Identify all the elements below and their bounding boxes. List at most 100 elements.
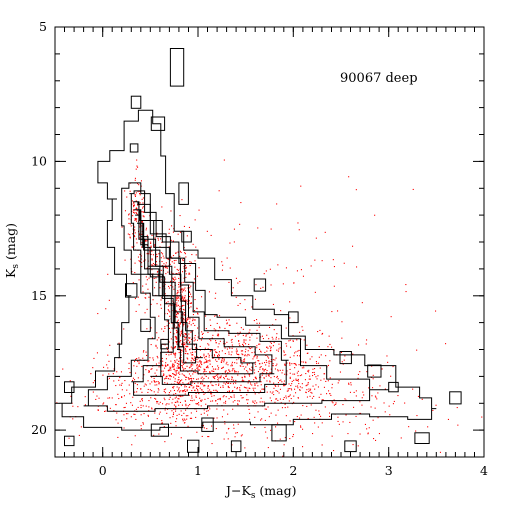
- star-point: [263, 388, 265, 390]
- star-point: [179, 381, 181, 383]
- star-point: [172, 363, 174, 365]
- star-point: [225, 375, 227, 377]
- star-point: [117, 436, 119, 438]
- star-point: [259, 366, 261, 368]
- star-point: [190, 352, 192, 354]
- star-point: [141, 391, 143, 393]
- star-point: [278, 348, 280, 350]
- star-point: [150, 303, 152, 305]
- star-point: [92, 367, 94, 369]
- star-point: [163, 373, 165, 375]
- star-point: [185, 361, 187, 363]
- star-point: [288, 388, 290, 390]
- star-point: [188, 226, 190, 228]
- star-point: [156, 256, 158, 258]
- star-point: [184, 295, 186, 297]
- star-point: [302, 275, 304, 277]
- star-point: [297, 397, 299, 399]
- star-point: [179, 401, 181, 403]
- star-point: [371, 395, 373, 397]
- star-point: [258, 343, 260, 345]
- star-point: [172, 278, 174, 280]
- star-point: [221, 359, 223, 361]
- star-point: [90, 373, 92, 375]
- star-point: [252, 387, 254, 389]
- star-point: [154, 237, 156, 239]
- star-point: [253, 389, 255, 391]
- star-point: [270, 368, 272, 370]
- star-point: [302, 446, 304, 448]
- star-point: [355, 390, 357, 392]
- star-point: [266, 370, 268, 372]
- star-point: [197, 336, 199, 338]
- star-point: [172, 272, 174, 274]
- star-point: [386, 355, 388, 357]
- star-point: [168, 392, 170, 394]
- star-point: [283, 350, 285, 352]
- star-point: [207, 367, 209, 369]
- star-point: [138, 357, 140, 359]
- star-point: [222, 386, 224, 388]
- star-point: [170, 390, 172, 392]
- star-point: [197, 327, 199, 329]
- star-point: [165, 273, 167, 275]
- star-point: [136, 220, 138, 222]
- star-point: [78, 434, 80, 436]
- star-point: [207, 343, 209, 345]
- star-point: [209, 389, 211, 391]
- star-point: [174, 325, 176, 327]
- star-point: [129, 223, 131, 225]
- star-point: [147, 391, 149, 393]
- star-point: [301, 383, 303, 385]
- star-point: [182, 295, 184, 297]
- star-point: [303, 339, 305, 341]
- star-point: [150, 327, 152, 329]
- star-point: [115, 419, 117, 421]
- star-point: [229, 267, 231, 269]
- star-point: [177, 251, 179, 253]
- star-point: [392, 403, 394, 405]
- star-point: [294, 363, 296, 365]
- star-point: [210, 340, 212, 342]
- star-point: [345, 414, 347, 416]
- star-point: [415, 430, 417, 432]
- star-point: [285, 395, 287, 397]
- star-point: [260, 419, 262, 421]
- star-point: [249, 375, 251, 377]
- star-point: [160, 304, 162, 306]
- star-point: [216, 417, 218, 419]
- star-point: [326, 393, 328, 395]
- star-point: [192, 364, 194, 366]
- star-point: [209, 371, 211, 373]
- star-point: [170, 422, 172, 424]
- star-point: [119, 384, 121, 386]
- star-point: [200, 361, 202, 363]
- star-point: [178, 371, 180, 373]
- star-point: [182, 288, 184, 290]
- star-point: [259, 348, 261, 350]
- star-point: [343, 262, 345, 264]
- star-point: [159, 401, 161, 403]
- star-point: [236, 432, 238, 434]
- star-point: [268, 338, 270, 340]
- star-point: [329, 360, 331, 362]
- star-point: [276, 363, 278, 365]
- star-point: [289, 377, 291, 379]
- star-point: [207, 385, 209, 387]
- star-point: [208, 406, 210, 408]
- star-point: [203, 355, 205, 357]
- star-point: [205, 367, 207, 369]
- star-point: [178, 367, 180, 369]
- star-point: [277, 390, 279, 392]
- star-point: [265, 408, 267, 410]
- star-point: [312, 375, 314, 377]
- star-point: [173, 408, 175, 410]
- star-point: [129, 393, 131, 395]
- star-point: [210, 400, 212, 402]
- star-point: [180, 437, 182, 439]
- star-point: [135, 194, 137, 196]
- star-point: [254, 384, 256, 386]
- star-point: [172, 373, 174, 375]
- star-point: [163, 426, 165, 428]
- star-point: [184, 344, 186, 346]
